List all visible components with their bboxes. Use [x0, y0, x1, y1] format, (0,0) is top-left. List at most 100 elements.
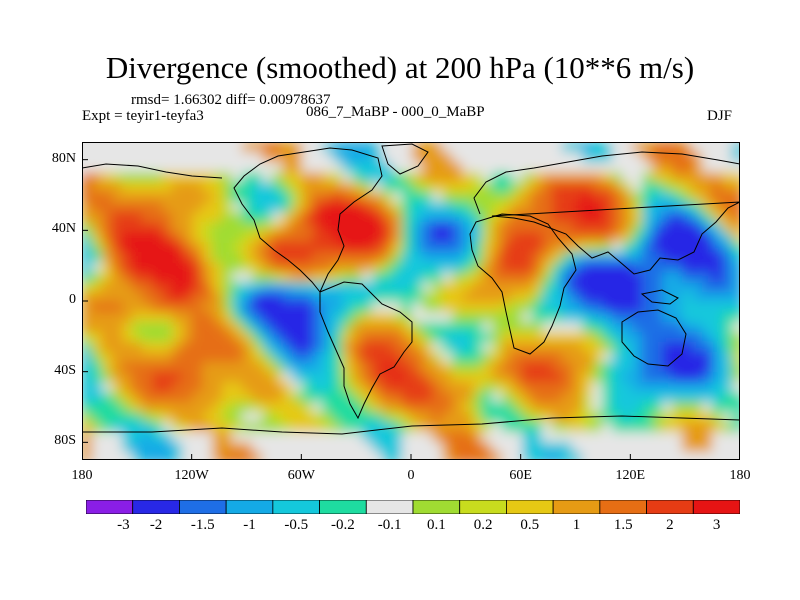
- field-cell: [472, 142, 483, 153]
- field-cell: [142, 172, 153, 183]
- field-cell: [702, 242, 713, 253]
- field-cell: [222, 302, 233, 313]
- field-cell: [592, 392, 603, 403]
- field-cell: [182, 232, 193, 243]
- field-cell: [452, 432, 463, 443]
- field-cell: [462, 442, 473, 453]
- field-cell: [322, 372, 333, 383]
- field-cell: [512, 212, 523, 223]
- field-cell: [392, 342, 403, 353]
- field-cell: [162, 202, 173, 213]
- field-cell: [512, 302, 523, 313]
- field-cell: [662, 422, 673, 433]
- field-cell: [532, 222, 543, 233]
- field-cell: [592, 372, 603, 383]
- field-cell: [692, 232, 703, 243]
- field-cell: [292, 342, 303, 353]
- field-cell: [252, 272, 263, 283]
- field-cell: [732, 232, 740, 243]
- field-cell: [82, 202, 93, 213]
- field-cell: [472, 222, 483, 233]
- field-cell: [152, 192, 163, 203]
- field-cell: [362, 212, 373, 223]
- field-cell: [272, 282, 283, 293]
- field-cell: [162, 182, 173, 193]
- field-cell: [272, 342, 283, 353]
- field-cell: [532, 362, 543, 373]
- field-cell: [332, 152, 343, 163]
- field-cell: [702, 392, 713, 403]
- field-cell: [642, 412, 653, 423]
- field-cell: [472, 182, 483, 193]
- colorbar-swatch: [132, 500, 180, 514]
- field-cell: [172, 242, 183, 253]
- field-cell: [432, 432, 443, 443]
- field-cell: [702, 182, 713, 193]
- field-cell: [382, 412, 393, 423]
- colorbar-label: -0.1: [377, 517, 402, 533]
- field-cell: [232, 172, 243, 183]
- field-layer: [82, 142, 740, 460]
- field-cell: [372, 202, 383, 213]
- field-cell: [502, 152, 513, 163]
- field-cell: [172, 292, 183, 303]
- field-cell: [172, 252, 183, 263]
- field-cell: [652, 152, 663, 163]
- field-cell: [202, 332, 213, 343]
- field-cell: [412, 442, 423, 453]
- field-cell: [152, 412, 163, 423]
- field-cell: [262, 272, 273, 283]
- field-cell: [122, 192, 133, 203]
- field-cell: [632, 142, 643, 153]
- field-cell: [312, 332, 323, 343]
- field-cell: [462, 152, 473, 163]
- field-cell: [422, 452, 433, 460]
- field-cell: [332, 342, 343, 353]
- field-cell: [232, 382, 243, 393]
- field-cell: [362, 162, 373, 173]
- field-cell: [122, 452, 133, 460]
- field-cell: [152, 262, 163, 273]
- field-cell: [512, 202, 523, 213]
- field-cell: [312, 402, 323, 413]
- field-cell: [662, 272, 673, 283]
- field-cell: [682, 412, 693, 423]
- field-cell: [542, 252, 553, 263]
- field-cell: [562, 252, 573, 263]
- field-cell: [442, 192, 453, 203]
- field-cell: [422, 412, 433, 423]
- field-cell: [492, 332, 503, 343]
- field-cell: [162, 352, 173, 363]
- field-cell: [692, 422, 703, 433]
- field-cell: [592, 262, 603, 273]
- field-cell: [502, 142, 513, 153]
- field-cell: [492, 342, 503, 353]
- field-cell: [572, 142, 583, 153]
- field-cell: [722, 442, 733, 453]
- field-cell: [632, 432, 643, 443]
- field-cell: [342, 282, 353, 293]
- field-cell: [512, 282, 523, 293]
- field-cell: [482, 182, 493, 193]
- field-cell: [692, 322, 703, 333]
- field-cell: [242, 292, 253, 303]
- field-cell: [452, 322, 463, 333]
- field-cell: [602, 282, 613, 293]
- field-cell: [332, 202, 343, 213]
- field-cell: [342, 302, 353, 313]
- field-cell: [252, 242, 263, 253]
- field-cell: [402, 432, 413, 443]
- field-cell: [242, 312, 253, 323]
- field-cell: [512, 342, 523, 353]
- field-cell: [202, 442, 213, 453]
- field-cell: [712, 252, 723, 263]
- field-cell: [422, 422, 433, 433]
- field-cell: [252, 202, 263, 213]
- field-cell: [92, 212, 103, 223]
- field-cell: [542, 162, 553, 173]
- field-cell: [582, 202, 593, 213]
- field-cell: [252, 262, 263, 273]
- field-cell: [732, 212, 740, 223]
- field-cell: [212, 162, 223, 173]
- field-cell: [602, 432, 613, 443]
